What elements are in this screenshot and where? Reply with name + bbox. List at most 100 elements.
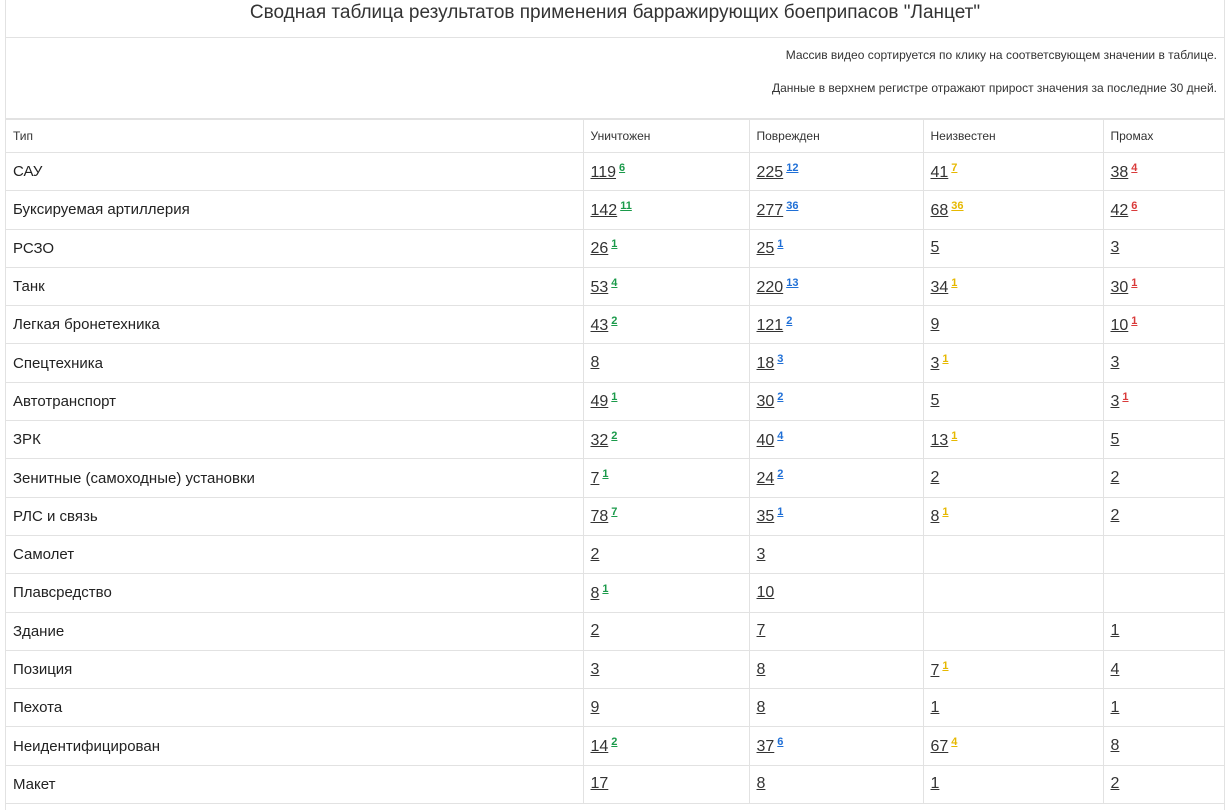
destroyed-delta-link[interactable]: 11 xyxy=(620,199,632,212)
damaged-delta-link[interactable]: 36 xyxy=(786,199,799,212)
miss-count-link[interactable]: 38 xyxy=(1110,163,1129,181)
damaged-delta-link[interactable]: 1 xyxy=(777,506,784,519)
unknown-count-link[interactable]: 34 xyxy=(930,278,949,296)
damaged-count-link[interactable]: 8 xyxy=(756,698,766,716)
unknown-count-link[interactable]: 5 xyxy=(930,239,940,257)
destroyed-count-link[interactable]: 26 xyxy=(590,240,609,258)
miss-count-link[interactable]: 3 xyxy=(1110,393,1120,411)
unknown-delta-link[interactable]: 1 xyxy=(942,353,949,366)
damaged-delta-link[interactable]: 1 xyxy=(777,238,784,251)
destroyed-count-link[interactable]: 32 xyxy=(590,431,609,449)
damaged-delta-link[interactable]: 2 xyxy=(777,391,784,404)
damaged-count-link[interactable]: 25 xyxy=(756,240,775,258)
damaged-count-link[interactable]: 37 xyxy=(756,738,775,756)
damaged-count-link[interactable]: 24 xyxy=(756,470,775,488)
damaged-delta-link[interactable]: 3 xyxy=(777,353,784,366)
damaged-count-link[interactable]: 35 xyxy=(756,508,775,526)
damaged-delta-link[interactable]: 2 xyxy=(777,468,784,481)
miss-count-link[interactable]: 30 xyxy=(1110,278,1129,296)
destroyed-count-link[interactable]: 2 xyxy=(590,622,600,640)
damaged-count-link[interactable]: 10 xyxy=(756,583,775,601)
destroyed-count-link[interactable]: 49 xyxy=(590,393,609,411)
miss-count-link[interactable]: 3 xyxy=(1110,354,1120,372)
unknown-delta-link[interactable]: 1 xyxy=(951,276,958,289)
destroyed-count-link[interactable]: 2 xyxy=(590,545,600,563)
destroyed-count-link[interactable]: 78 xyxy=(590,508,609,526)
cell-miss: 3 xyxy=(1102,343,1224,383)
damaged-count-link[interactable]: 121 xyxy=(756,316,784,334)
damaged-count-link[interactable]: 18 xyxy=(756,355,775,373)
miss-delta-link[interactable]: 6 xyxy=(1131,199,1138,212)
miss-count-link[interactable]: 2 xyxy=(1110,469,1120,487)
damaged-count-link[interactable]: 8 xyxy=(756,775,766,793)
unknown-delta-link[interactable]: 4 xyxy=(951,736,958,749)
damaged-delta-link[interactable]: 2 xyxy=(786,314,793,327)
unknown-count-link[interactable]: 2 xyxy=(930,469,940,487)
destroyed-delta-link[interactable]: 7 xyxy=(611,506,618,519)
destroyed-count-link[interactable]: 14 xyxy=(590,738,609,756)
damaged-count-link[interactable]: 8 xyxy=(756,660,766,678)
unknown-delta-link[interactable]: 1 xyxy=(951,429,958,442)
unknown-count-link[interactable]: 8 xyxy=(930,508,940,526)
destroyed-count-link[interactable]: 3 xyxy=(590,660,600,678)
miss-delta-link[interactable]: 1 xyxy=(1122,391,1129,404)
destroyed-count-link[interactable]: 17 xyxy=(590,775,609,793)
damaged-count-link[interactable]: 3 xyxy=(756,545,766,563)
destroyed-count-link[interactable]: 8 xyxy=(590,584,600,602)
damaged-count-link[interactable]: 30 xyxy=(756,393,775,411)
destroyed-count-link[interactable]: 43 xyxy=(590,316,609,334)
destroyed-delta-link[interactable]: 1 xyxy=(602,468,609,481)
destroyed-count-link[interactable]: 8 xyxy=(590,354,600,372)
unknown-delta-link[interactable]: 1 xyxy=(942,506,949,519)
destroyed-delta-link[interactable]: 1 xyxy=(611,238,618,251)
damaged-count-link[interactable]: 277 xyxy=(756,201,784,219)
unknown-count-link[interactable]: 13 xyxy=(930,431,949,449)
destroyed-delta-link[interactable]: 2 xyxy=(611,429,618,442)
unknown-count-link[interactable]: 68 xyxy=(930,201,949,219)
damaged-delta-link[interactable]: 13 xyxy=(786,276,799,289)
unknown-count-link[interactable]: 67 xyxy=(930,738,949,756)
cell-destroyed: 9 xyxy=(582,688,750,728)
miss-count-link[interactable]: 42 xyxy=(1110,201,1129,219)
miss-count-link[interactable]: 3 xyxy=(1110,239,1120,257)
miss-count-link[interactable]: 2 xyxy=(1110,775,1120,793)
miss-count-link[interactable]: 5 xyxy=(1110,430,1120,448)
miss-delta-link[interactable]: 4 xyxy=(1131,161,1138,174)
destroyed-delta-link[interactable]: 4 xyxy=(611,276,618,289)
damaged-count-link[interactable]: 7 xyxy=(756,622,766,640)
miss-count-link[interactable]: 10 xyxy=(1110,316,1129,334)
unknown-delta-link[interactable]: 1 xyxy=(942,659,949,672)
miss-delta-link[interactable]: 1 xyxy=(1131,314,1138,327)
miss-count-link[interactable]: 2 xyxy=(1110,507,1120,525)
unknown-count-link[interactable]: 5 xyxy=(930,392,940,410)
unknown-count-link[interactable]: 1 xyxy=(930,775,940,793)
destroyed-delta-link[interactable]: 1 xyxy=(602,582,609,595)
destroyed-delta-link[interactable]: 1 xyxy=(611,391,618,404)
unknown-count-link[interactable]: 3 xyxy=(930,355,940,373)
destroyed-delta-link[interactable]: 6 xyxy=(619,161,626,174)
damaged-count-link[interactable]: 220 xyxy=(756,278,784,296)
unknown-count-link[interactable]: 1 xyxy=(930,698,940,716)
unknown-count-link[interactable]: 9 xyxy=(930,315,940,333)
unknown-delta-link[interactable]: 7 xyxy=(951,161,958,174)
destroyed-count-link[interactable]: 9 xyxy=(590,698,600,716)
miss-count-link[interactable]: 4 xyxy=(1110,660,1120,678)
unknown-count-link[interactable]: 41 xyxy=(930,163,949,181)
unknown-count-link[interactable]: 7 xyxy=(930,661,940,679)
destroyed-count-link[interactable]: 119 xyxy=(590,163,617,181)
destroyed-delta-link[interactable]: 2 xyxy=(611,314,618,327)
damaged-count-link[interactable]: 225 xyxy=(756,163,784,181)
damaged-count-link[interactable]: 40 xyxy=(756,431,775,449)
miss-delta-link[interactable]: 1 xyxy=(1131,276,1138,289)
miss-count-link[interactable]: 1 xyxy=(1110,622,1120,640)
damaged-delta-link[interactable]: 6 xyxy=(777,736,784,749)
miss-count-link[interactable]: 8 xyxy=(1110,737,1120,755)
destroyed-count-link[interactable]: 7 xyxy=(590,470,600,488)
destroyed-count-link[interactable]: 142 xyxy=(590,201,618,219)
damaged-delta-link[interactable]: 4 xyxy=(777,429,784,442)
miss-count-link[interactable]: 1 xyxy=(1110,698,1120,716)
unknown-delta-link[interactable]: 36 xyxy=(951,199,964,212)
damaged-delta-link[interactable]: 12 xyxy=(786,161,799,174)
destroyed-count-link[interactable]: 53 xyxy=(590,278,609,296)
destroyed-delta-link[interactable]: 2 xyxy=(611,736,618,749)
